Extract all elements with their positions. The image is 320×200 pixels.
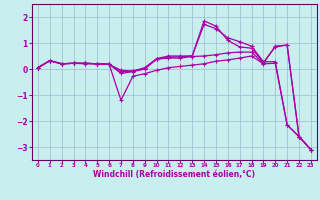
X-axis label: Windchill (Refroidissement éolien,°C): Windchill (Refroidissement éolien,°C): [93, 170, 255, 179]
